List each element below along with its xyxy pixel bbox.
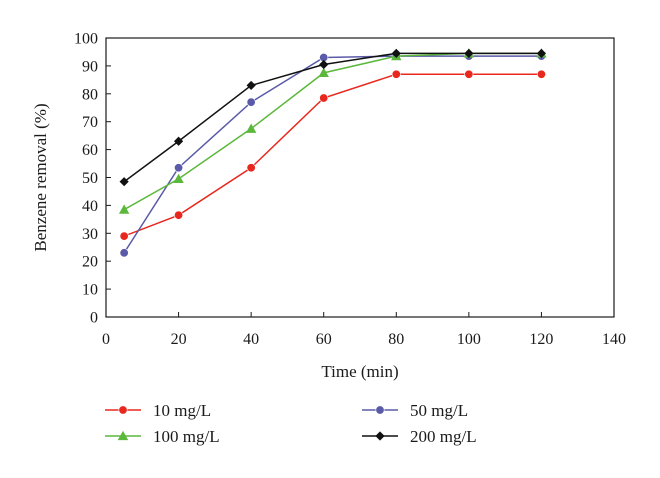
- series-line: [123, 73, 542, 237]
- x-tick-label: 60: [316, 331, 332, 348]
- data-point: [119, 231, 129, 241]
- data-point: [246, 163, 256, 173]
- x-tick-label: 140: [602, 331, 626, 348]
- y-tick-label: 100: [74, 31, 98, 48]
- legend-label: 10 mg/L: [153, 401, 211, 420]
- legend-marker: [375, 405, 385, 415]
- y-axis-title: Benzene removal (%): [31, 103, 50, 251]
- legend-item: 100 mg/L: [105, 427, 220, 446]
- series-50-mg-l: [119, 51, 546, 258]
- data-point: [319, 59, 329, 70]
- y-tick-label: 40: [82, 198, 98, 215]
- y-tick-label: 20: [82, 254, 98, 271]
- plot-frame: [105, 37, 615, 318]
- series-200-mg-l: [119, 48, 547, 187]
- legend-item: 10 mg/L: [105, 401, 211, 420]
- series-layer: [118, 48, 547, 258]
- data-point: [464, 69, 474, 79]
- x-tick-label: 80: [388, 331, 404, 348]
- data-point: [174, 210, 184, 220]
- data-point: [118, 204, 130, 214]
- y-tick-label: 60: [82, 142, 98, 159]
- y-tick-label: 30: [82, 226, 98, 243]
- x-axis: 0 20 40 60 80 100 120 140: [102, 312, 626, 348]
- legend-item: 200 mg/L: [362, 427, 477, 446]
- data-point: [173, 173, 184, 184]
- plot-area-border: [105, 37, 615, 318]
- series-line: [123, 55, 542, 254]
- x-tick-label: 120: [529, 331, 553, 348]
- series-line: [123, 52, 542, 211]
- data-point: [391, 48, 401, 58]
- x-tick-label: 20: [171, 331, 187, 348]
- legend: 10 mg/L 50 mg/L 100 mg/L 200 mg/L: [105, 401, 477, 446]
- x-axis-title: Time (min): [321, 362, 398, 381]
- data-point: [119, 248, 129, 258]
- y-axis: 0 10 20 30 40 50 60 70 80 90 100: [74, 31, 111, 327]
- data-point: [319, 93, 329, 103]
- data-point: [391, 69, 401, 79]
- data-point: [119, 177, 129, 187]
- data-point: [464, 48, 474, 58]
- data-point: [536, 48, 547, 58]
- data-point: [173, 136, 184, 146]
- x-tick-label: 100: [457, 331, 481, 348]
- legend-marker: [118, 405, 128, 415]
- legend-label: 100 mg/L: [153, 427, 220, 446]
- x-tick-label: 0: [102, 331, 110, 348]
- x-tick-label: 40: [243, 331, 259, 348]
- y-tick-label: 80: [82, 86, 98, 103]
- legend-label: 50 mg/L: [410, 401, 468, 420]
- y-tick-label: 10: [82, 282, 98, 299]
- y-tick-label: 90: [82, 58, 98, 75]
- y-tick-label: 50: [82, 170, 98, 187]
- legend-marker: [375, 431, 385, 441]
- y-tick-label: 70: [82, 114, 98, 131]
- legend-item: 50 mg/L: [362, 401, 468, 420]
- data-point: [245, 123, 257, 133]
- series-10-mg-l: [119, 69, 546, 241]
- series-line: [123, 52, 542, 183]
- y-tick-label: 0: [90, 310, 98, 327]
- data-point: [318, 67, 329, 78]
- legend-marker: [117, 430, 129, 441]
- data-point: [246, 97, 256, 107]
- data-point: [174, 163, 184, 173]
- data-point: [246, 80, 256, 91]
- series-100-mg-l: [118, 48, 547, 214]
- data-point: [536, 69, 546, 79]
- legend-label: 200 mg/L: [410, 427, 477, 446]
